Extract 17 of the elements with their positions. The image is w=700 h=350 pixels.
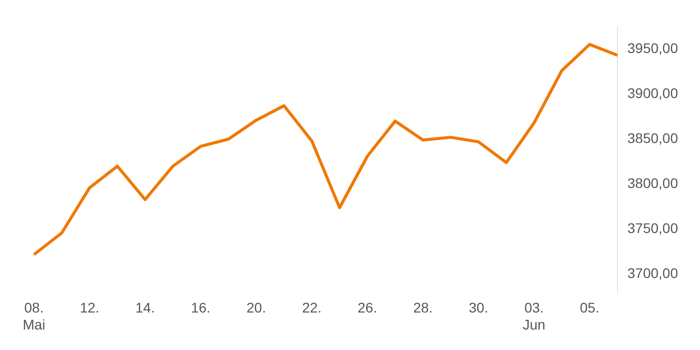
y-tick-label: 3700,00 xyxy=(627,265,678,282)
y-tick-label: 3800,00 xyxy=(627,175,678,192)
x-tick-label: 08. Mai xyxy=(22,300,46,332)
x-tick-label: 28. xyxy=(413,300,433,316)
y-tick-label: 3950,00 xyxy=(627,40,678,56)
x-tick-label: 14. xyxy=(135,300,155,316)
x-tick-label: 16. xyxy=(190,300,210,316)
y-tick-label: 3900,00 xyxy=(627,84,678,101)
x-tick-label: 03. Jun xyxy=(522,300,546,332)
x-tick-label: 30. xyxy=(468,300,488,316)
x-tick-label: 26. xyxy=(358,300,378,316)
x-tick-label: 20. xyxy=(246,300,266,316)
x-tick-label: 12. xyxy=(80,300,100,316)
y-tick-label: 3850,00 xyxy=(627,130,678,146)
x-tick-label: 05. xyxy=(580,300,600,316)
x-tick-label: 22. xyxy=(302,300,322,316)
y-tick-label: 3750,00 xyxy=(627,220,678,236)
